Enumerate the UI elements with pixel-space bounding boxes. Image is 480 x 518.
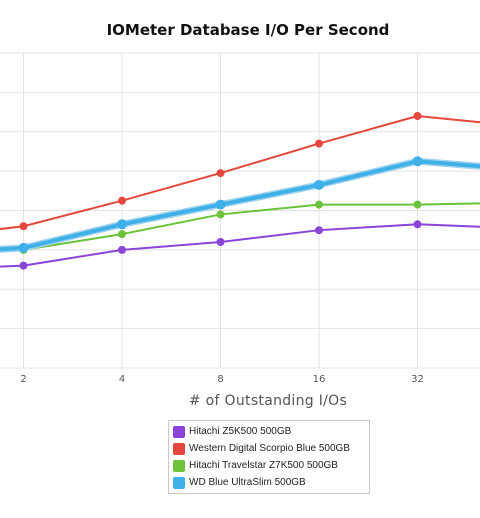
legend-label: WD Blue UltraSlim 500GB: [189, 477, 306, 488]
data-point: [413, 220, 422, 229]
data-point: [412, 156, 423, 167]
data-point: [315, 139, 323, 148]
x-tick-label: 2: [20, 374, 26, 385]
legend: Hitachi Z5K500 500GB Western Digital Scor…: [168, 420, 370, 494]
legend-item: WD Blue UltraSlim 500GB: [173, 474, 365, 491]
x-tick-label: 4: [119, 374, 125, 385]
data-point: [314, 179, 324, 190]
data-point: [18, 242, 29, 253]
data-point: [216, 169, 225, 178]
data-point: [315, 226, 323, 235]
x-ticks: 2 4 8 16 32: [20, 374, 424, 385]
legend-item: Western Digital Scorpio Blue 500GB: [173, 440, 365, 457]
x-tick-label: 8: [217, 374, 223, 385]
data-point: [118, 245, 126, 254]
chart-title: IOMeter Database I/O Per Second: [107, 21, 390, 39]
legend-swatch: [173, 459, 185, 472]
x-tick-label: 16: [313, 374, 326, 385]
legend-swatch: [173, 442, 185, 455]
data-point: [118, 230, 126, 239]
series-2: [0, 112, 480, 231]
legend-swatch: [173, 425, 185, 438]
series-line: [0, 223, 480, 268]
series-line: [0, 115, 480, 231]
data-point: [216, 210, 225, 219]
data-point: [315, 200, 323, 209]
legend-item: Hitachi Z5K500 500GB: [173, 423, 365, 440]
legend-label: Western Digital Scorpio Blue 500GB: [189, 443, 351, 454]
series-layer: [0, 112, 480, 270]
data-point: [413, 200, 422, 209]
data-point: [19, 222, 28, 231]
grid: [0, 52, 480, 369]
legend-label: Hitachi Z5K500 500GB: [189, 426, 292, 437]
series-1: [0, 220, 480, 270]
data-point: [216, 238, 225, 246]
data-point: [118, 196, 126, 205]
legend-item: Hitachi Travelstar Z7K500 500GB: [173, 457, 365, 474]
legend-label: Hitachi Travelstar Z7K500 500GB: [189, 460, 338, 471]
series-3: [0, 200, 480, 254]
x-tick-label: 32: [411, 374, 424, 385]
data-point: [19, 261, 28, 270]
data-point: [413, 112, 422, 120]
x-axis-label: # of Outstanding I/Os: [189, 393, 347, 409]
legend-swatch: [173, 476, 185, 489]
data-point: [215, 199, 226, 210]
series-4: [0, 156, 480, 253]
data-point: [117, 219, 127, 230]
